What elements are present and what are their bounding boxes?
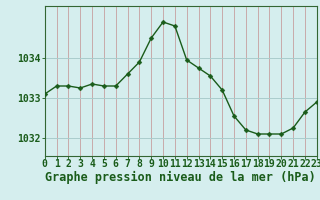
X-axis label: Graphe pression niveau de la mer (hPa): Graphe pression niveau de la mer (hPa) xyxy=(45,171,316,184)
